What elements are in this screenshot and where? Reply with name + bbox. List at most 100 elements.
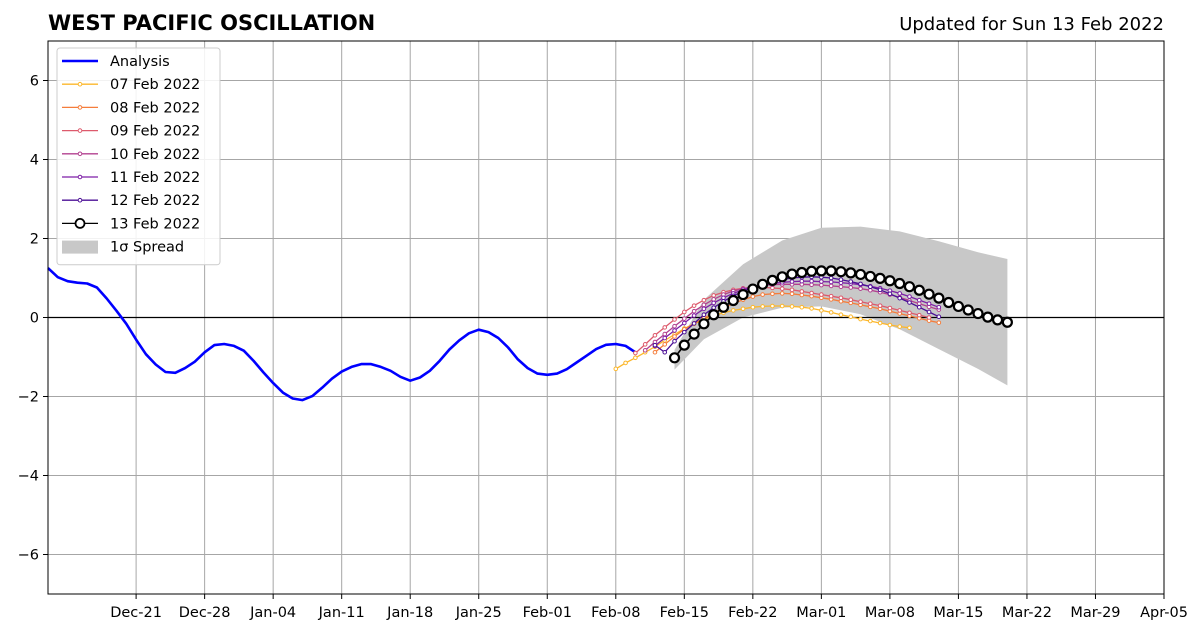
forecast-point <box>926 309 932 315</box>
forecast-point <box>711 305 716 310</box>
forecast-point <box>933 292 945 304</box>
legend-item: 12 Feb 2022 <box>62 193 200 209</box>
forecast-point <box>809 278 814 284</box>
forecast-point <box>623 360 628 366</box>
forecast-point <box>838 295 844 301</box>
forecast-point <box>766 274 779 286</box>
forecast-point <box>868 318 873 324</box>
forecast-point <box>848 279 854 284</box>
forecast-point <box>668 352 681 364</box>
x-tick-label: Dec-28 <box>179 605 231 621</box>
legend-marker <box>74 217 86 229</box>
forecast-point <box>750 294 756 299</box>
spread-band <box>674 226 1008 386</box>
forecast-point <box>730 308 736 313</box>
forecast-point <box>907 310 912 316</box>
forecast-point <box>877 320 883 326</box>
forecast-point <box>633 355 638 361</box>
x-tick-label: Mar-01 <box>796 605 846 621</box>
x-tick-label: Apr-05 <box>1140 605 1188 621</box>
forecast-point <box>779 291 785 296</box>
x-tick-label: Jan-11 <box>318 605 365 621</box>
forecast-point <box>916 297 922 303</box>
forecast-point <box>828 310 834 315</box>
forecast-point <box>652 349 658 355</box>
y-tick-label: −4 <box>18 469 39 485</box>
forecast-point <box>936 314 942 320</box>
forecast-point <box>828 275 834 281</box>
forecast-point <box>819 292 824 297</box>
legend-label: 07 Feb 2022 <box>110 77 200 93</box>
legend-marker <box>77 105 83 110</box>
forecast-point <box>884 275 896 287</box>
forecast-point <box>750 304 756 310</box>
forecast-point <box>662 349 668 355</box>
legend-label: 08 Feb 2022 <box>110 100 200 116</box>
legend-marker <box>77 81 83 87</box>
forecast-point <box>672 328 677 333</box>
forecast-point <box>897 324 902 329</box>
forecast-point <box>789 304 795 309</box>
forecast-point <box>897 308 902 313</box>
x-tick-label: Mar-15 <box>933 605 983 621</box>
forecast-point <box>926 315 932 320</box>
forecast-point <box>991 314 1004 326</box>
forecast-point <box>815 265 827 277</box>
forecast-point <box>894 277 906 290</box>
y-tick-label: 2 <box>30 232 39 248</box>
forecast-point <box>779 286 785 291</box>
forecast-point <box>838 277 844 282</box>
forecast-point <box>701 306 707 312</box>
x-tick-label: Jan-25 <box>455 605 502 621</box>
forecast-point <box>688 328 700 340</box>
forecast-point <box>613 366 619 372</box>
x-tick-label: Mar-22 <box>1002 605 1052 621</box>
forecast-point <box>858 299 863 305</box>
forecast-point <box>770 303 775 309</box>
forecast-point <box>848 297 854 303</box>
forecast-point <box>926 301 932 306</box>
forecast-point <box>805 265 818 277</box>
forecast-point <box>916 312 922 318</box>
forecast-point <box>913 284 925 296</box>
forecast-point <box>701 312 707 318</box>
legend-swatch <box>62 240 98 254</box>
forecast-point <box>907 300 912 305</box>
forecast-point <box>711 293 716 298</box>
plot-frame <box>47 40 1165 595</box>
x-tick-label: Feb-08 <box>591 605 640 621</box>
forecast-point <box>652 332 658 338</box>
forecast-point <box>962 304 974 316</box>
forecast-point <box>672 334 677 339</box>
forecast-point <box>662 331 668 337</box>
y-tick-label: 4 <box>30 153 39 169</box>
forecast-point <box>786 268 798 280</box>
legend-label: Analysis <box>110 54 170 70</box>
forecast-point <box>923 288 935 300</box>
forecast-point <box>825 265 837 277</box>
forecast-point <box>737 288 749 301</box>
forecast-point <box>672 317 677 322</box>
forecast-point <box>828 293 834 299</box>
forecast-point <box>642 347 648 353</box>
chart-title: WEST PACIFIC OSCILLATION <box>48 11 375 35</box>
legend-item: 08 Feb 2022 <box>62 100 200 116</box>
forecast-point <box>982 311 994 323</box>
legend-box <box>56 47 221 266</box>
legend-label: 12 Feb 2022 <box>110 193 200 209</box>
forecast-point <box>662 325 668 330</box>
x-tick-label: Feb-15 <box>660 605 709 621</box>
forecast-point <box>789 287 795 293</box>
forecast-point <box>897 295 902 301</box>
forecast-point <box>858 286 863 291</box>
forecast-point <box>854 268 867 281</box>
forecast-point <box>819 308 824 313</box>
legend-label: 11 Feb 2022 <box>110 170 200 186</box>
x-tick-label: Mar-08 <box>865 605 915 621</box>
forecast-point <box>903 281 916 293</box>
legend-marker <box>77 174 83 180</box>
forecast-point <box>887 291 893 297</box>
forecast-point <box>633 350 638 356</box>
legend-item: 07 Feb 2022 <box>62 77 200 93</box>
forecast-point <box>682 329 687 335</box>
